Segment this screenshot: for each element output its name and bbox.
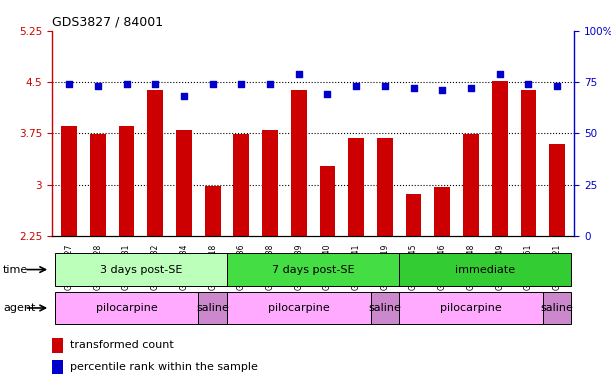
Bar [521, 90, 536, 384]
Bar [55, 253, 227, 286]
Bar [227, 292, 370, 324]
Bar [147, 90, 163, 384]
Bar [434, 187, 450, 384]
Point [122, 81, 131, 87]
Point [437, 87, 447, 93]
Bar [549, 144, 565, 384]
Bar [370, 292, 399, 324]
Point [323, 91, 332, 98]
Bar [492, 81, 508, 384]
Point [208, 81, 218, 87]
Bar [399, 253, 571, 286]
Point [64, 81, 74, 87]
Text: GDS3827 / 84001: GDS3827 / 84001 [52, 15, 163, 28]
Point [409, 85, 419, 91]
Bar [55, 292, 199, 324]
Bar [406, 194, 422, 384]
Text: saline: saline [541, 303, 574, 313]
Text: saline: saline [368, 303, 401, 313]
Point [236, 81, 246, 87]
Bar [90, 134, 106, 384]
Point [351, 83, 361, 89]
Bar [463, 134, 479, 384]
Point [150, 81, 160, 87]
Text: pilocarpine: pilocarpine [268, 303, 330, 313]
Bar [291, 90, 307, 384]
Bar [399, 292, 543, 324]
Text: immediate: immediate [455, 265, 516, 275]
Text: time: time [3, 265, 28, 275]
Bar [262, 130, 278, 384]
Point [524, 81, 533, 87]
Bar [320, 166, 335, 384]
Text: pilocarpine: pilocarpine [96, 303, 158, 313]
Text: pilocarpine: pilocarpine [440, 303, 502, 313]
Point [294, 71, 304, 77]
Text: 3 days post-SE: 3 days post-SE [100, 265, 182, 275]
Bar [199, 292, 227, 324]
Bar [233, 134, 249, 384]
Bar [119, 126, 134, 384]
Text: agent: agent [3, 303, 35, 313]
Point [93, 83, 103, 89]
Text: transformed count: transformed count [70, 340, 174, 350]
Bar [176, 130, 192, 384]
Point [265, 81, 275, 87]
Bar [377, 138, 393, 384]
Bar [348, 138, 364, 384]
Point [380, 83, 390, 89]
Point [466, 85, 476, 91]
Point [495, 71, 505, 77]
Bar [543, 292, 571, 324]
Text: 7 days post-SE: 7 days post-SE [272, 265, 354, 275]
Point [552, 83, 562, 89]
Text: percentile rank within the sample: percentile rank within the sample [70, 362, 258, 372]
Bar [227, 253, 399, 286]
Bar [61, 126, 77, 384]
Bar [205, 186, 221, 384]
Point [179, 93, 189, 99]
Text: saline: saline [196, 303, 229, 313]
